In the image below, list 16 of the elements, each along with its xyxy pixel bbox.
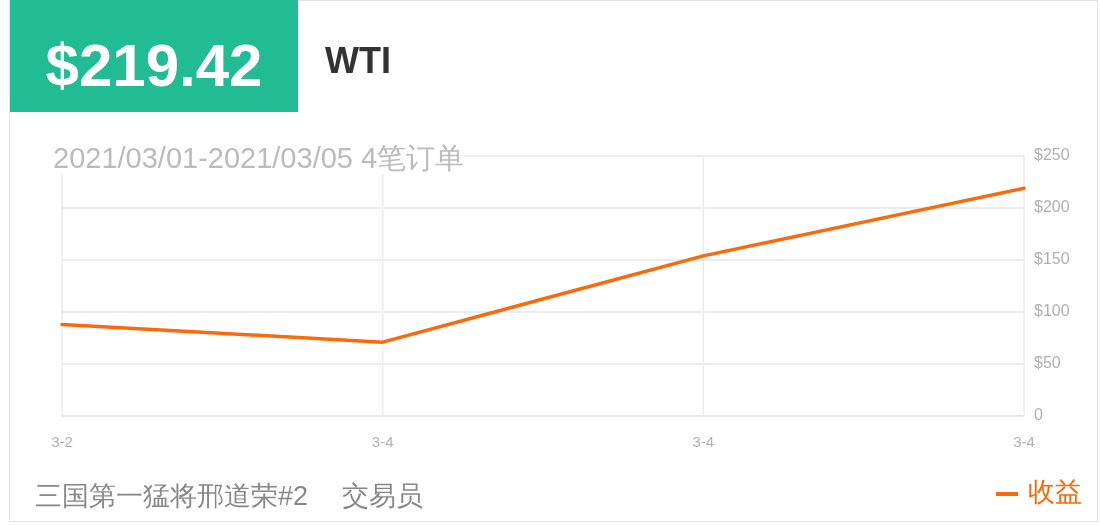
y-tick-label: $150 xyxy=(1034,250,1070,268)
headline: $219.42 xyxy=(45,32,263,99)
y-tick-label: $200 xyxy=(1034,198,1070,216)
subtitle: 2021/03/01-2021/03/05 4笔订单 xyxy=(53,142,465,174)
x-tick-label: 3-2 xyxy=(51,432,73,450)
y-tick-label: $100 xyxy=(1034,302,1070,320)
y-tick-label: 0 xyxy=(1034,406,1043,424)
y-tick-label: $250 xyxy=(1034,146,1070,164)
y-tick-label: $50 xyxy=(1034,354,1061,372)
x-tick-label: 3-4 xyxy=(692,432,715,450)
annotation: 三国第一猛将邢道荣#2 xyxy=(35,481,309,511)
title: WTI xyxy=(325,40,391,81)
legend-label: 收益 xyxy=(1028,477,1082,508)
annotation: 交易员 xyxy=(342,481,424,511)
x-tick-label: 3-4 xyxy=(1013,432,1035,450)
x-tick-label: 3-4 xyxy=(371,432,394,450)
